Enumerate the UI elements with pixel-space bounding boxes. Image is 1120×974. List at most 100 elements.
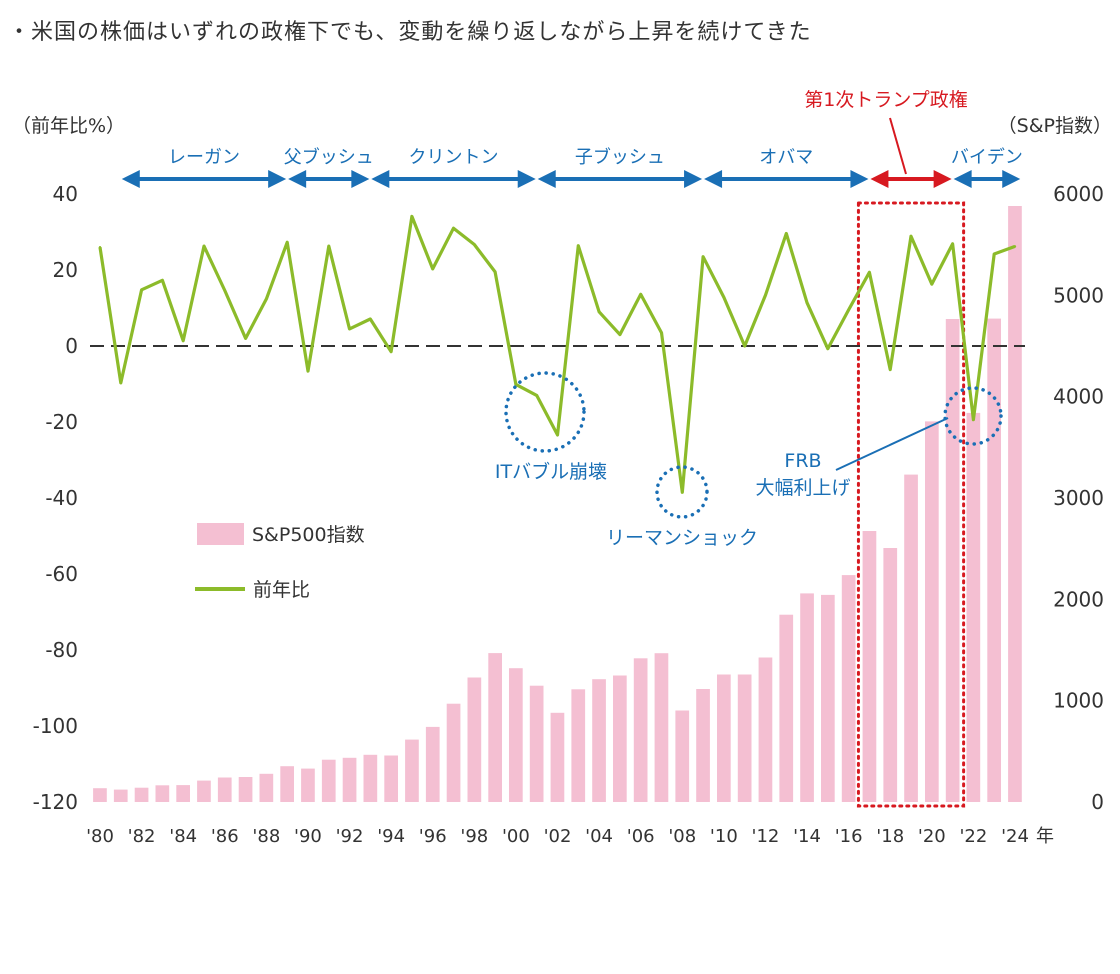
bars-layer (93, 206, 1022, 802)
bar-1992 (342, 757, 357, 802)
bar-1995 (405, 739, 419, 802)
yoy-point-2019 (909, 235, 913, 238)
arrow-head-right (684, 170, 703, 188)
bar-2001 (529, 685, 544, 802)
bar-2016 (841, 575, 856, 802)
yoy-point-1990 (306, 369, 310, 373)
yoy-point-1996 (431, 267, 434, 271)
x-tick-label: '82 (128, 826, 156, 847)
yoy-point-1994 (389, 350, 393, 353)
yoy-point-1993 (369, 317, 372, 321)
frb-label-line2: 大幅利上げ (755, 477, 850, 499)
yoy-point-1982 (140, 288, 143, 291)
bar-1980 (93, 788, 107, 802)
x-tick-label: '04 (585, 826, 613, 847)
legend-line-label: 前年比 (253, 579, 310, 601)
bar-1990 (301, 768, 315, 802)
arrow-head-right (268, 170, 287, 188)
bar-2021 (945, 319, 960, 802)
yoy-point-2021 (951, 242, 954, 245)
arrow-head-right (933, 170, 952, 188)
bar-1998 (467, 677, 482, 802)
arrow-head-left (288, 170, 307, 188)
left-tick-label: 40 (53, 182, 78, 206)
bar-1997 (446, 703, 461, 802)
x-tick-label: '02 (544, 826, 572, 847)
admin-label: バイデン (951, 147, 1023, 168)
left-axis-label: （前年比%） (12, 115, 125, 137)
bar-2009 (696, 689, 710, 802)
bar-2022 (966, 412, 981, 802)
legend-bar-swatch (197, 523, 244, 545)
admin-arrow (537, 170, 703, 188)
bar-1996 (425, 726, 440, 802)
admin-label: レーガン (168, 147, 240, 168)
yoy-point-2007 (660, 331, 663, 334)
bar-1986 (217, 777, 232, 802)
yoy-point-2008 (681, 491, 684, 494)
x-tick-label: '92 (336, 826, 364, 847)
yoy-point-1985 (202, 244, 206, 248)
arrow-head-left (371, 170, 390, 188)
x-tick-label: '90 (294, 826, 322, 847)
page-title: ・米国の株価はいずれの政権下でも、変動を繰り返しながら上昇を続けてきた (8, 20, 812, 45)
x-tick-label: '84 (169, 826, 197, 847)
x-tick-label: '00 (502, 826, 530, 847)
yoy-point-1987 (244, 337, 247, 340)
admin-label: 父ブッシュ (284, 146, 374, 168)
arrow-head-left (953, 170, 972, 188)
yoy-point-1983 (161, 279, 164, 282)
yoy-point-2010 (722, 296, 726, 299)
arrow-head-left (704, 170, 723, 188)
left-tick-label: -20 (45, 410, 78, 434)
x-tick-label: '86 (211, 826, 239, 847)
lehman-label: リーマンショック (606, 527, 758, 549)
bar-2015 (821, 594, 835, 802)
admin-arrow (288, 170, 370, 188)
admin-arrow (371, 170, 536, 188)
x-tick-label: '20 (918, 826, 946, 847)
admin-label: クリントン (409, 147, 499, 168)
bar-1982 (134, 787, 149, 802)
yoy-point-2005 (618, 333, 622, 336)
yoy-point-2001 (535, 394, 538, 397)
yoy-point-2017 (868, 271, 871, 274)
bar-2007 (654, 653, 669, 802)
left-tick-label: -120 (33, 790, 78, 814)
x-unit-label: 年 (1036, 826, 1054, 847)
x-tick-label: '10 (710, 826, 738, 847)
frb-pointer (835, 417, 949, 471)
left-tick-label: -60 (45, 562, 78, 586)
yoy-point-1997 (452, 227, 455, 230)
arrow-head-right (1002, 170, 1021, 188)
yoy-point-2000 (514, 383, 518, 386)
yoy-point-2014 (805, 301, 809, 304)
bar-2002 (550, 712, 565, 802)
bar-1994 (384, 755, 398, 802)
admin-label: 子ブッシュ (575, 146, 665, 168)
yoy-point-2004 (597, 310, 601, 313)
bar-2014 (800, 593, 814, 802)
yoy-point-1984 (182, 339, 185, 342)
right-axis-label: （S&P指数） (998, 115, 1112, 137)
yoy-point-2012 (764, 293, 767, 297)
line-layer (98, 214, 1017, 494)
yoy-point-1988 (265, 297, 268, 301)
administrations-layer: レーガン 父ブッシュ クリントン 子ブッシュ オバマ バイデン 第1次トランプ政権 (121, 89, 1023, 188)
bar-2004 (592, 679, 606, 802)
admin-arrow (953, 170, 1021, 188)
admin-arrow (870, 170, 952, 188)
lehman-circle (655, 465, 709, 519)
bar-2008 (675, 710, 690, 802)
frb-circle (943, 386, 1003, 446)
legend-bar-label: S&P500指数 (252, 524, 365, 546)
x-tick-label: '12 (752, 826, 780, 847)
yoy-point-2024 (1013, 245, 1017, 248)
bar-2003 (571, 689, 586, 802)
right-tick-label: 6000 (1053, 182, 1104, 206)
left-tick-label: -40 (45, 486, 78, 510)
bar-2012 (758, 657, 773, 802)
arrow-head-right (517, 170, 536, 188)
